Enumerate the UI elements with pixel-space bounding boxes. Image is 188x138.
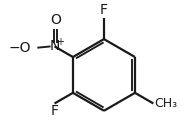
Text: F: F: [100, 3, 108, 17]
Text: CH₃: CH₃: [154, 97, 177, 110]
Text: −O: −O: [9, 41, 31, 55]
Text: N: N: [50, 39, 60, 53]
Text: +: +: [56, 37, 64, 47]
Text: F: F: [51, 104, 58, 118]
Text: O: O: [50, 13, 61, 27]
